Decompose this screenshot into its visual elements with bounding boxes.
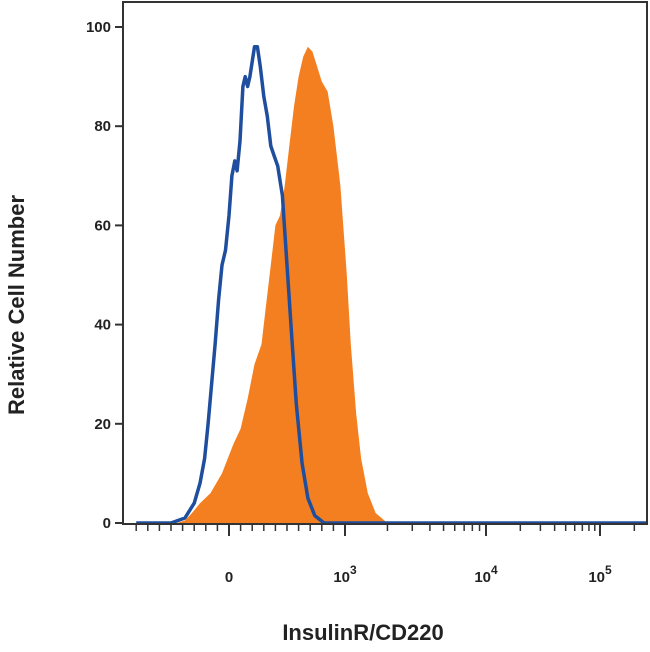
y-tick-label: 60 bbox=[94, 217, 111, 234]
x-tick-label: 105 bbox=[588, 563, 612, 586]
x-tick-label: 0 bbox=[225, 569, 233, 586]
series-filled-area bbox=[176, 46, 388, 524]
y-tick-label: 100 bbox=[86, 19, 111, 36]
y-tick-label: 80 bbox=[94, 118, 111, 135]
y-tick-label: 40 bbox=[94, 317, 111, 334]
x-axis-ticks: 0 103 104 105 bbox=[135, 524, 636, 586]
y-axis-ticks: 0 20 40 60 80 100 bbox=[86, 19, 123, 532]
series-outline-line bbox=[136, 45, 646, 525]
histogram-fills bbox=[176, 46, 388, 524]
y-tick-label: 0 bbox=[103, 515, 111, 532]
x-tick-label: 103 bbox=[333, 563, 357, 586]
x-tick-label: 104 bbox=[474, 563, 498, 586]
y-tick-label: 20 bbox=[94, 416, 111, 433]
x-axis-title: InsulinR/CD220 bbox=[282, 620, 443, 645]
plot-frame bbox=[122, 1, 648, 525]
histogram-outlines bbox=[136, 45, 646, 525]
y-axis-title: Relative Cell Number bbox=[4, 195, 29, 416]
